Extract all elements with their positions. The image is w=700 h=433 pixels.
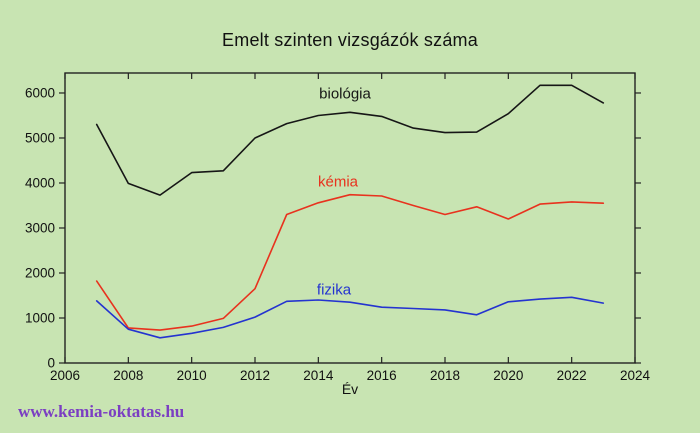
series-label-fizika: fizika	[316, 281, 352, 299]
x-tick-label: 2012	[240, 368, 270, 383]
y-tick-label: 6000	[25, 85, 55, 100]
x-tick-label: 2024	[620, 368, 651, 383]
x-tick-label: 2022	[557, 368, 587, 383]
y-tick-label: 5000	[25, 130, 55, 145]
y-tick-label: 0	[47, 356, 55, 371]
x-tick-label: 2008	[113, 368, 143, 383]
series-line-0	[95, 84, 605, 196]
series-label-kemia: kémia	[317, 173, 359, 191]
y-tick-label: 4000	[25, 175, 55, 190]
series-line-1	[95, 193, 605, 331]
y-tick-label: 2000	[25, 265, 55, 280]
y-tick-label: 3000	[25, 220, 55, 235]
x-tick-label: 2006	[50, 368, 80, 383]
plot-border	[64, 72, 636, 364]
x-tick-label: 2018	[430, 368, 460, 383]
series-line-2	[95, 296, 605, 339]
chart-title: Emelt szinten vizsgázók száma	[222, 30, 478, 50]
x-tick-label: 2010	[177, 368, 207, 383]
x-tick-label: 2020	[493, 368, 523, 383]
watermark-link[interactable]: www.kemia-oktatas.hu	[18, 402, 185, 421]
y-tick-label: 1000	[25, 310, 55, 325]
x-tick-label: 2014	[303, 368, 334, 383]
x-axis-title: Év	[341, 381, 359, 397]
series-label-biologia: biológia	[319, 85, 371, 103]
x-tick-label: 2016	[367, 368, 397, 383]
